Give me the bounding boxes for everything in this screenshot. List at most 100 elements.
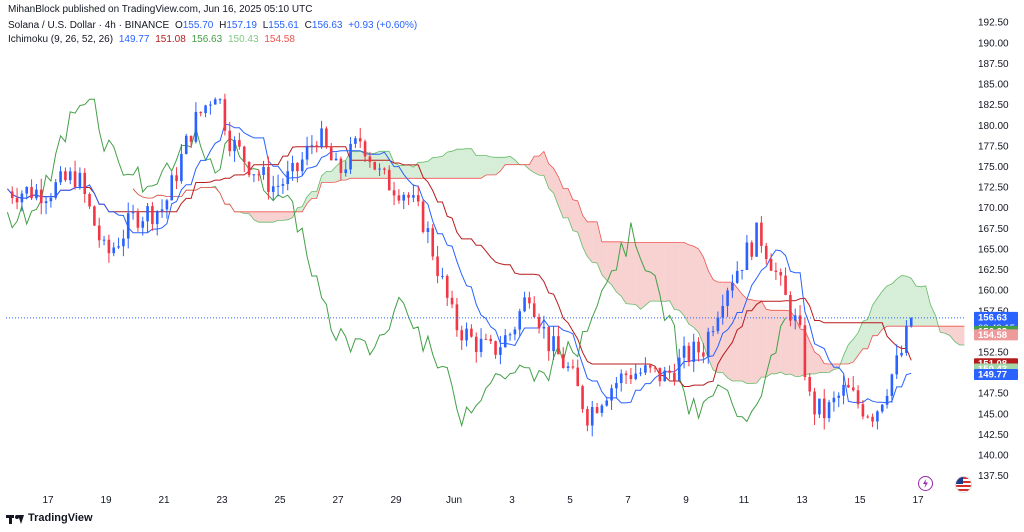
candle-body	[267, 166, 270, 192]
price-tick-label: 142.50	[978, 430, 1009, 441]
cloud-segment	[452, 149, 457, 179]
candles	[10, 93, 913, 437]
cloud-segment	[437, 156, 443, 179]
indicator-legend[interactable]: Ichimoku (9, 26, 52, 26) 149.77 151.08 1…	[8, 34, 298, 45]
candle-body	[315, 145, 319, 148]
cloud-segment	[582, 215, 588, 257]
candle-body	[644, 365, 647, 373]
candle-body	[426, 228, 430, 232]
cloud-segment	[597, 221, 602, 275]
candle-body	[566, 366, 570, 368]
cloud-segment	[495, 157, 501, 175]
candle-body	[871, 416, 874, 422]
candle-body	[68, 171, 72, 181]
candle-body	[30, 187, 33, 199]
cloud-segment	[539, 151, 544, 176]
cloud-segment	[626, 242, 631, 305]
time-tick-label: 11	[739, 495, 750, 506]
candle-body	[228, 130, 232, 152]
candle-body	[658, 367, 662, 382]
cloud-segment	[949, 326, 955, 342]
h-value: 157.19	[226, 20, 257, 31]
candle-body	[39, 189, 43, 204]
candle-body	[329, 146, 333, 161]
cloud-segment	[558, 176, 564, 218]
price-tick-label: 137.50	[978, 471, 1009, 482]
cloud-segment	[848, 339, 854, 365]
candle-body	[344, 169, 348, 174]
candle-body	[141, 221, 145, 228]
candle-body	[668, 370, 671, 373]
candle-body	[576, 367, 580, 387]
cloud-segment	[253, 211, 259, 223]
candle-body	[450, 297, 454, 305]
cloud-segment	[674, 242, 680, 311]
conversion-line	[7, 123, 912, 404]
candle-body	[769, 258, 773, 271]
us-flag-icon[interactable]	[955, 476, 972, 493]
candle-body	[35, 189, 38, 199]
candle-body	[735, 270, 739, 283]
cloud-segment	[505, 156, 511, 165]
price-tick-label: 140.00	[978, 451, 1009, 462]
candle-body	[431, 228, 435, 257]
candle-body	[542, 326, 546, 329]
cloud-segment	[442, 152, 448, 179]
price-tick-label: 145.00	[978, 409, 1009, 420]
candle-body	[209, 104, 212, 106]
candle-body	[880, 404, 884, 412]
price-axis[interactable]: 192.50 190.00 187.50 185.00 182.50 180.00 177.…	[978, 18, 1009, 482]
time-tick-label: 19	[100, 495, 112, 506]
cloud-segment	[500, 157, 506, 172]
candle-body	[20, 193, 24, 203]
candle-body	[885, 395, 889, 405]
cloud-segment	[447, 151, 453, 179]
candle-body	[325, 128, 328, 147]
candle-body	[499, 347, 502, 355]
candle-body	[54, 182, 58, 198]
cloud-segment	[529, 156, 535, 173]
cloud-segment	[635, 242, 641, 310]
cloud-segment	[872, 298, 878, 336]
candle-body	[755, 222, 758, 257]
flash-icon[interactable]	[918, 476, 933, 491]
cloud-segment	[360, 151, 366, 179]
candle-body	[445, 275, 449, 298]
candle-body	[416, 195, 420, 202]
candle-body	[532, 303, 536, 317]
candle-body	[83, 172, 87, 195]
candle-body	[242, 146, 246, 162]
candle-body	[895, 355, 899, 375]
candle-body	[779, 271, 783, 276]
candle-body	[605, 400, 609, 406]
candle-body	[296, 163, 299, 172]
candle-body	[561, 354, 565, 368]
time-axis[interactable]: 17 19 21 23 25 27 29 Jun 3 5 7 9 11 13 15 17	[42, 495, 924, 506]
cloud-segment	[688, 244, 694, 328]
candle-body	[334, 158, 338, 161]
price-tick-label: 182.50	[978, 100, 1009, 111]
candle-body	[199, 111, 203, 114]
cloud-segment	[316, 175, 322, 199]
cloud-segment	[843, 344, 849, 365]
tradingview-footer[interactable]: TradingView	[6, 512, 93, 524]
cloud-segment	[717, 282, 723, 373]
cloud-segment	[833, 364, 839, 370]
price-tick-label: 160.00	[978, 286, 1009, 297]
price-tick-label: 187.50	[978, 59, 1009, 70]
candle-body	[764, 245, 768, 259]
symbol-legend[interactable]: Solana / U.S. Dollar · 4h · BINANCE O155…	[8, 20, 420, 31]
candle-body	[827, 402, 831, 419]
candle-body	[856, 390, 860, 405]
candle-body	[489, 338, 493, 342]
candle-body	[523, 297, 526, 312]
cloud-segment	[771, 310, 776, 374]
candle-body	[692, 341, 696, 362]
candle-body	[368, 156, 372, 162]
candle-body	[286, 171, 290, 185]
candle-body	[126, 213, 130, 239]
candle-body	[876, 411, 879, 422]
candle-body	[387, 169, 391, 191]
candle-body	[586, 409, 589, 426]
